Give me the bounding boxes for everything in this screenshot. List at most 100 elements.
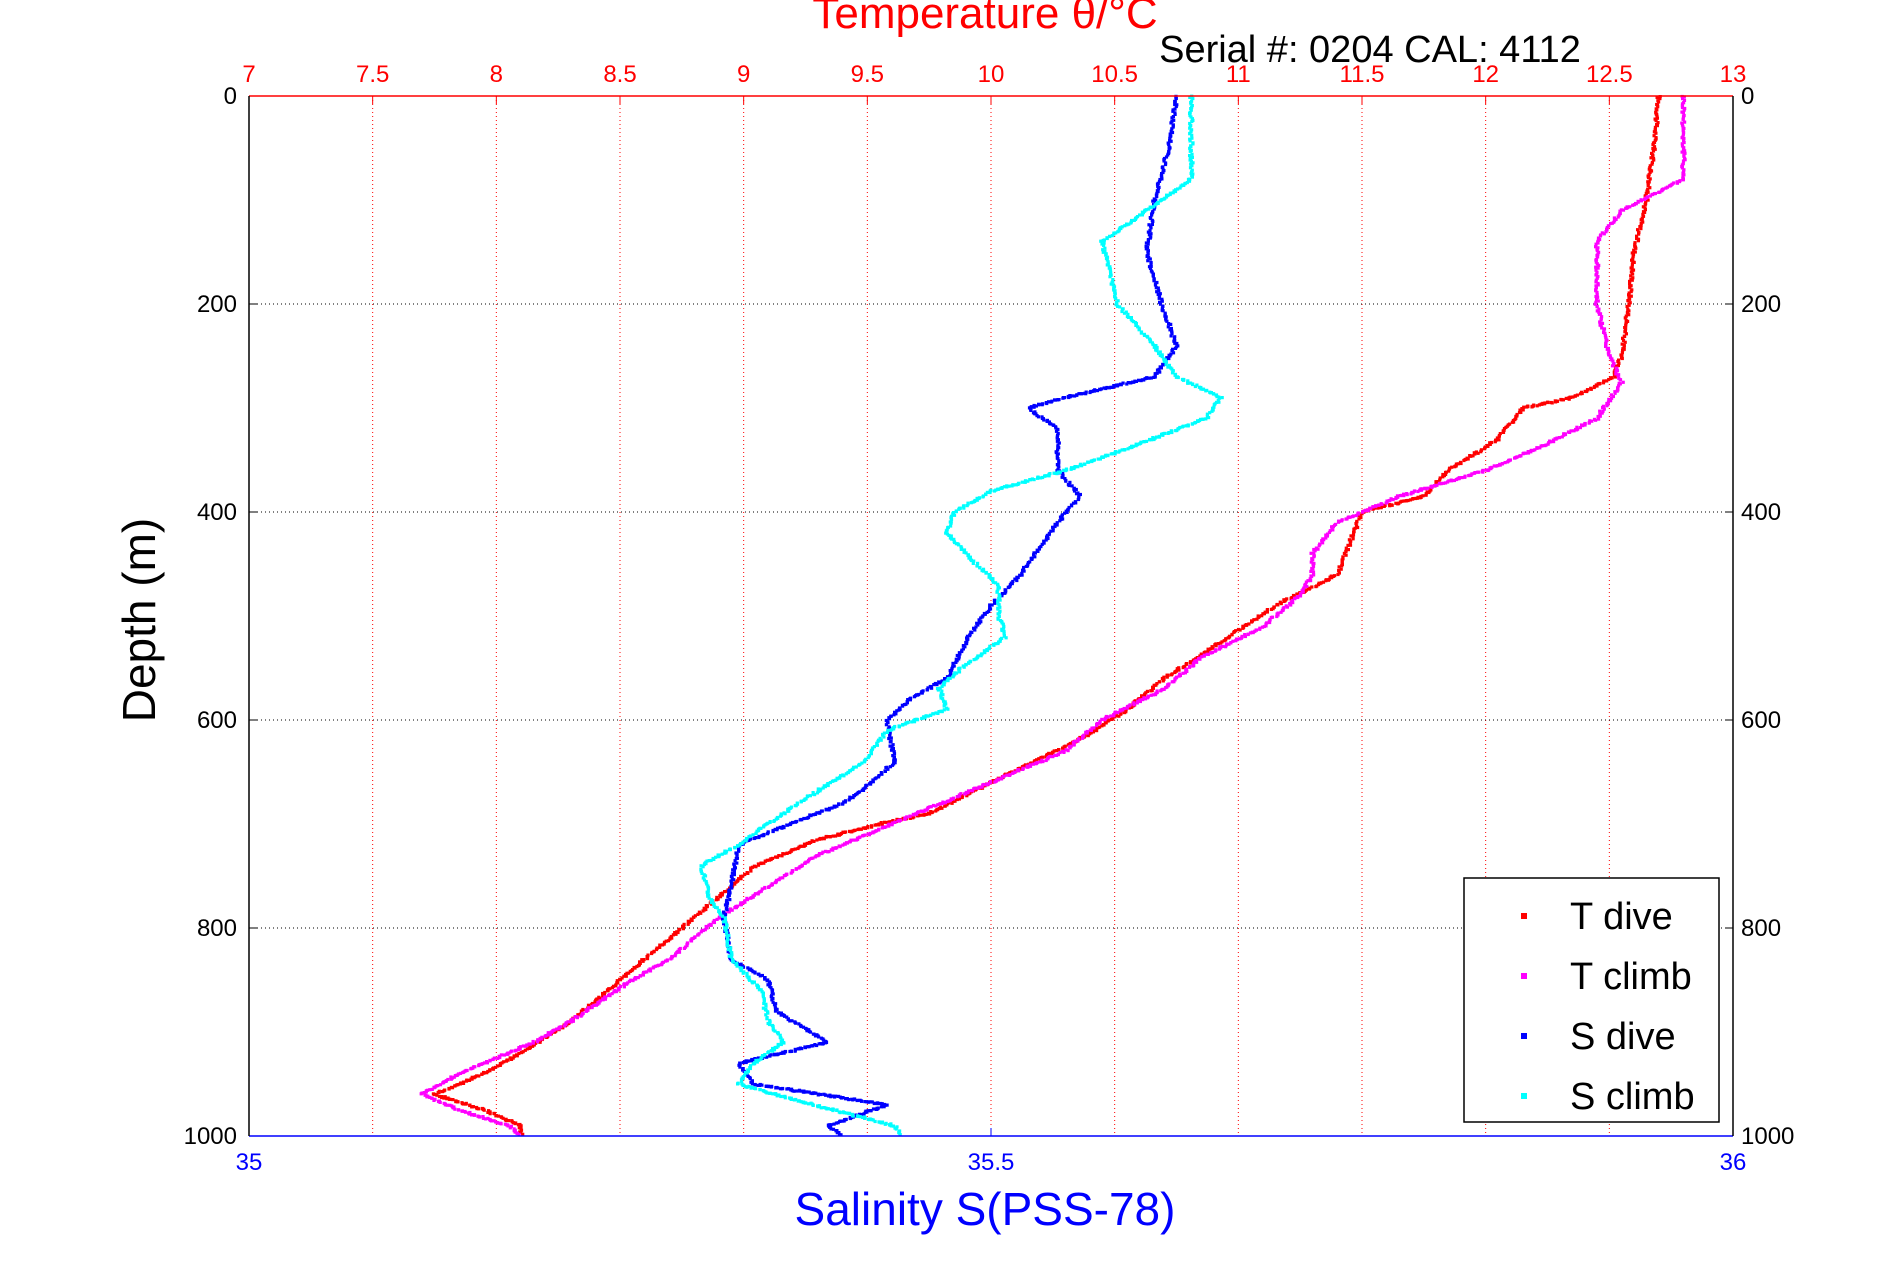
data-point xyxy=(931,712,935,716)
data-point xyxy=(1594,300,1598,304)
data-point xyxy=(1029,478,1033,482)
data-point xyxy=(1310,575,1314,579)
data-point xyxy=(1058,515,1063,519)
data-point xyxy=(438,1083,443,1087)
data-point xyxy=(1189,159,1193,163)
data-point xyxy=(1643,208,1647,212)
data-point xyxy=(1010,484,1014,488)
data-point xyxy=(951,675,955,679)
data-point xyxy=(1594,245,1598,249)
data-point xyxy=(1005,773,1009,777)
data-point xyxy=(772,1048,777,1052)
data-point xyxy=(839,774,843,778)
data-point xyxy=(1211,646,1215,650)
data-point xyxy=(780,854,784,858)
data-point xyxy=(910,720,914,724)
data-point xyxy=(753,1057,757,1061)
data-point xyxy=(1114,300,1119,304)
data-point xyxy=(1037,547,1041,551)
data-point xyxy=(754,865,758,869)
data-point xyxy=(1656,105,1660,109)
data-point xyxy=(869,1109,873,1113)
data-point xyxy=(822,1106,826,1110)
data-point xyxy=(1657,100,1661,104)
data-point xyxy=(1196,419,1200,423)
data-point xyxy=(707,859,711,863)
data-point xyxy=(687,920,692,924)
temp-tick-label: 8 xyxy=(490,61,503,88)
data-point xyxy=(1149,224,1153,228)
data-point xyxy=(775,855,780,859)
data-point xyxy=(1146,335,1150,339)
data-point xyxy=(886,728,890,732)
data-point xyxy=(1173,100,1177,104)
data-point xyxy=(847,840,851,844)
data-point xyxy=(424,1093,428,1097)
data-point xyxy=(1616,215,1620,219)
data-point xyxy=(1546,400,1550,404)
data-point xyxy=(954,660,958,664)
data-point xyxy=(1081,736,1085,740)
depth-tick-label-left: 400 xyxy=(197,499,237,526)
data-point xyxy=(864,783,868,788)
data-point xyxy=(871,1107,876,1111)
data-point xyxy=(996,584,1000,588)
data-point xyxy=(926,714,930,718)
data-point xyxy=(993,780,997,784)
data-point xyxy=(1517,410,1522,415)
data-point xyxy=(814,1091,818,1095)
data-point xyxy=(998,605,1002,609)
data-point xyxy=(419,1092,423,1096)
data-point xyxy=(1264,624,1268,628)
data-point xyxy=(925,688,929,692)
data-point xyxy=(934,804,938,808)
data-point xyxy=(892,755,896,759)
data-point xyxy=(622,983,626,987)
data-point xyxy=(1062,468,1066,472)
data-point xyxy=(651,966,655,970)
data-point xyxy=(1496,464,1500,468)
data-point xyxy=(1036,476,1040,480)
data-point xyxy=(967,556,971,560)
data-point xyxy=(1330,576,1334,580)
data-point xyxy=(748,896,753,900)
data-point xyxy=(1682,154,1686,158)
data-point xyxy=(1124,708,1128,712)
data-point xyxy=(617,988,621,992)
data-point xyxy=(1100,724,1104,728)
data-point xyxy=(972,559,976,563)
data-point xyxy=(998,609,1002,613)
data-point xyxy=(941,697,945,701)
data-point xyxy=(1454,462,1458,466)
data-point xyxy=(1054,429,1059,433)
data-point xyxy=(1098,721,1102,725)
data-point xyxy=(1621,348,1625,353)
data-point xyxy=(1371,505,1375,509)
data-point xyxy=(480,1072,484,1076)
data-point xyxy=(1405,493,1409,497)
data-point xyxy=(603,990,607,995)
data-point xyxy=(671,933,675,937)
data-point xyxy=(757,1058,761,1062)
data-point xyxy=(1628,286,1632,290)
data-point xyxy=(994,642,998,646)
data-point xyxy=(805,1029,809,1033)
data-point xyxy=(807,1028,811,1032)
data-point xyxy=(1595,384,1599,388)
data-point xyxy=(893,758,897,762)
data-point xyxy=(1222,639,1226,643)
data-point xyxy=(1342,551,1346,555)
data-point xyxy=(1072,743,1076,747)
data-point xyxy=(1388,504,1392,508)
data-point xyxy=(1055,453,1059,457)
data-point xyxy=(741,971,745,975)
data-point xyxy=(1000,592,1004,596)
salinity-axis-label: Salinity S(PSS-78) xyxy=(795,1183,1176,1235)
data-point xyxy=(804,1101,808,1105)
data-point xyxy=(540,1035,544,1039)
data-point xyxy=(1609,221,1613,226)
data-point xyxy=(1601,381,1606,385)
data-point xyxy=(1193,384,1197,389)
data-point xyxy=(1066,749,1070,753)
data-point xyxy=(976,623,980,627)
